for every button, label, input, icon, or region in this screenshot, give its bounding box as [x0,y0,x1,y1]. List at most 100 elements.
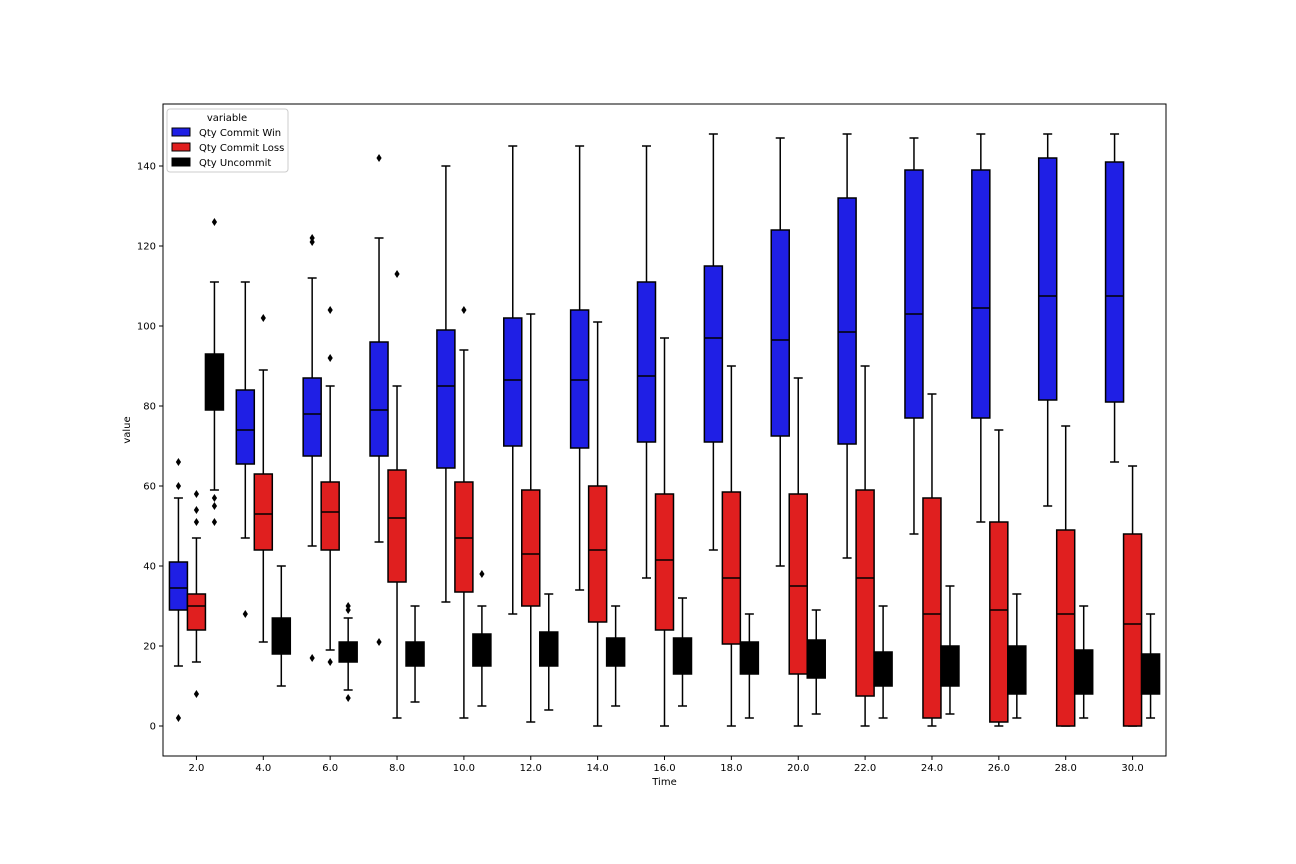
box-iqr [1037,157,1058,401]
box-qty-commit-win-18.0 [703,133,724,551]
box-iqr [387,469,407,583]
x-tick-label: 4.0 [255,763,271,774]
box-iqr [770,229,790,437]
box-qty-uncommit-12.0 [539,593,559,711]
legend-label-qty-commit-win: Qty Commit Win [199,128,281,139]
box-qty-commit-loss-8.0 [387,270,407,719]
x-tick-label: 12.0 [520,763,542,774]
box-iqr [904,169,924,419]
x-tick-label: 26.0 [988,763,1010,774]
box-qty-uncommit-4.0 [271,565,292,687]
box-qty-commit-loss-12.0 [521,313,541,723]
box-iqr [320,481,340,551]
y-axis-label: value [122,416,133,443]
box-iqr [302,377,322,457]
box-iqr [253,473,274,551]
box-iqr [569,309,590,449]
box-qty-commit-loss-6.0 [320,306,340,666]
legend-label-qty-uncommit: Qty Uncommit [199,158,271,169]
box-iqr [971,169,991,419]
outlier-point [175,458,182,466]
outlier-point [376,638,382,646]
box-iqr [605,637,626,667]
box-iqr [806,639,826,679]
box-qty-commit-win-20.0 [770,137,790,567]
box-qty-commit-win-12.0 [503,145,523,615]
box-qty-commit-win-24.0 [904,137,924,535]
outlier-point [327,354,333,362]
outlier-point [327,658,333,666]
box-iqr [721,491,742,645]
box-iqr [1073,649,1094,695]
outlier-point [211,218,218,226]
outlier-point [345,602,351,610]
legend-label-qty-commit-loss: Qty Commit Loss [199,143,284,154]
outlier-point [260,314,266,322]
x-tick-label: 28.0 [1055,763,1077,774]
outlier-point [211,494,218,502]
box-iqr [235,389,256,465]
box-iqr [989,521,1009,723]
box-iqr [1104,161,1125,403]
x-tick-label: 10.0 [453,763,475,774]
box-iqr [503,317,523,447]
legend-entries: Qty Commit Win Qty Commit Loss Qty Uncommi… [171,127,284,169]
box-iqr [168,561,189,611]
outlier-point [345,694,351,702]
box-qty-uncommit-6.0 [338,602,358,702]
box-qty-uncommit-10.0 [472,570,492,707]
outlier-point [211,518,218,526]
outlier-point [211,502,218,510]
box-qty-commit-loss-14.0 [587,321,608,727]
box-qty-uncommit-16.0 [672,597,693,707]
legend-frame [166,108,289,173]
box-iqr [454,481,474,593]
legend-swatch-qty-commit-loss [171,142,191,152]
outlier-point [479,570,485,578]
box-qty-commit-loss-10.0 [454,306,474,719]
y-tick-label: 20 [143,642,156,653]
box-qty-uncommit-2.0 [204,218,225,526]
y-tick-label: 0 [150,722,156,733]
box-qty-commit-win-4.0 [235,281,256,618]
box-iqr [539,631,559,667]
box-iqr [436,329,456,469]
box-iqr [855,489,875,697]
box-iqr [788,493,808,675]
box-iqr [873,651,893,687]
box-qty-commit-loss-2.0 [186,490,207,698]
box-iqr [837,197,857,445]
box-qty-commit-win-16.0 [636,145,657,579]
outlier-point [175,714,182,722]
box-qty-uncommit-8.0 [405,605,425,703]
box-iqr [472,633,492,667]
outlier-point [242,610,248,618]
box-qty-commit-loss-30.0 [1122,465,1143,727]
box-qty-uncommit-14.0 [605,605,626,707]
box-iqr [587,485,608,623]
x-axis-label: Time [651,777,676,788]
box-qty-commit-win-10.0 [436,165,456,603]
axes: 0 20 40 60 80 100 120 140 2.0 4.0 6.0 8.0 10.0 12.0 14… [137,162,1144,775]
plot-area [168,133,1161,727]
box-iqr [271,617,292,655]
box-qty-commit-loss-20.0 [788,377,808,727]
box-iqr [521,489,541,607]
outlier-point [193,506,200,514]
outlier-point [193,518,200,526]
outlier-point [193,490,200,498]
box-iqr [636,281,657,443]
x-tick-label: 22.0 [854,763,876,774]
box-qty-uncommit-20.0 [806,609,826,715]
box-qty-commit-loss-16.0 [654,337,675,727]
box-iqr [672,637,693,675]
y-tick-label: 40 [143,562,156,573]
box-qty-uncommit-24.0 [940,585,960,715]
y-tick-label: 100 [137,322,156,333]
box-qty-commit-loss-18.0 [721,365,742,727]
box-iqr [186,593,207,631]
box-qty-uncommit-30.0 [1140,613,1161,719]
x-tick-label: 14.0 [587,763,609,774]
y-tick-label: 80 [143,402,156,413]
